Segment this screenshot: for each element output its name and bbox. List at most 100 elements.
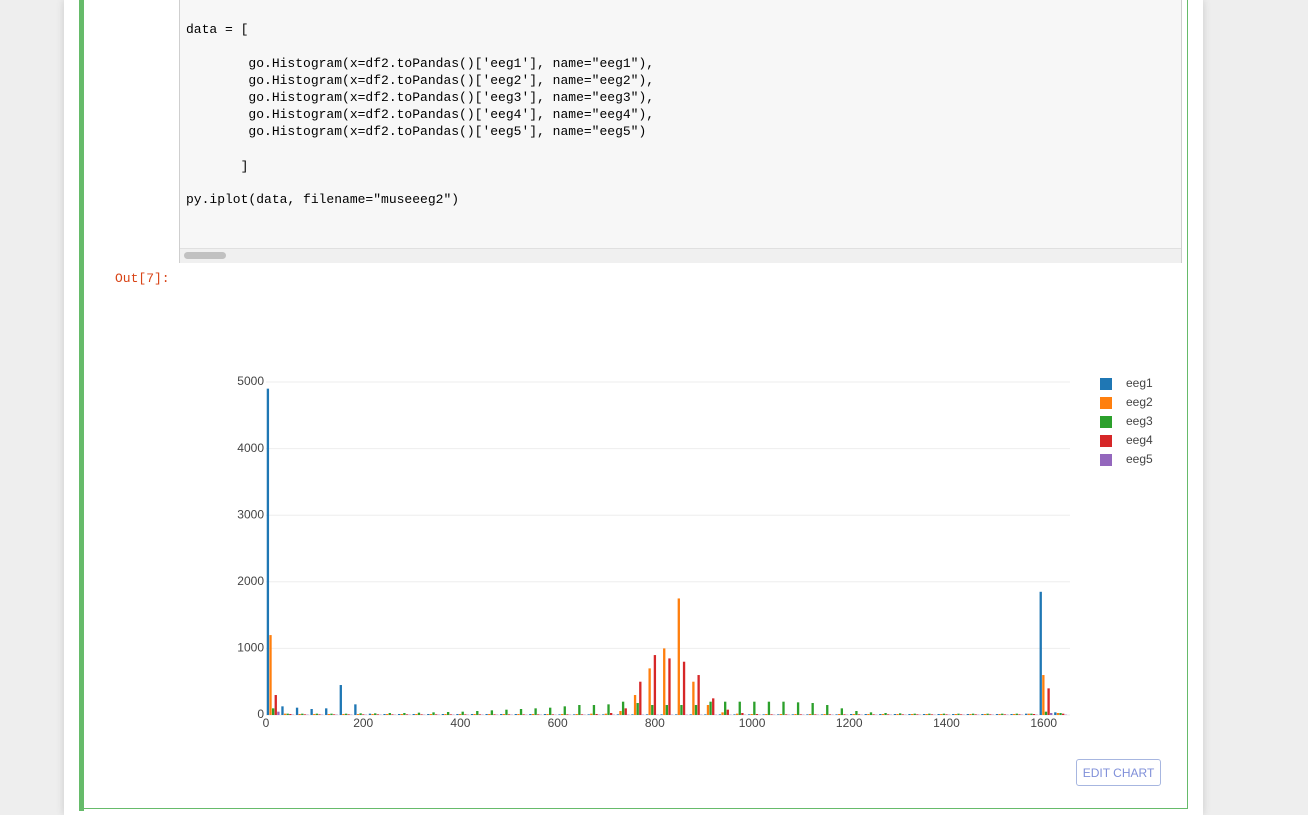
bar bbox=[1001, 713, 1004, 715]
bar bbox=[916, 714, 919, 715]
bar bbox=[857, 714, 861, 715]
bar bbox=[456, 714, 459, 715]
bar bbox=[957, 713, 960, 715]
bar bbox=[884, 713, 887, 715]
legend-swatch bbox=[1100, 435, 1112, 447]
bar bbox=[301, 713, 304, 715]
bar bbox=[1018, 714, 1021, 715]
bar bbox=[998, 714, 1001, 715]
bar bbox=[1024, 713, 1028, 715]
code-line: go.Histogram(x=df2.toPandas()['eeg2'], n… bbox=[186, 73, 655, 88]
code-editor[interactable] bbox=[179, 0, 1182, 263]
bar bbox=[689, 714, 692, 715]
bar bbox=[330, 713, 333, 715]
bar bbox=[651, 705, 654, 715]
bar bbox=[954, 714, 958, 715]
bar bbox=[519, 709, 523, 715]
scrollbar-thumb[interactable] bbox=[184, 252, 226, 259]
bar bbox=[945, 714, 948, 715]
bar bbox=[633, 695, 637, 715]
bar bbox=[779, 714, 783, 715]
bar bbox=[777, 714, 780, 715]
bar bbox=[843, 714, 846, 715]
bar bbox=[318, 714, 321, 715]
bar bbox=[704, 714, 707, 715]
bar bbox=[546, 714, 549, 715]
bar bbox=[505, 709, 508, 715]
bar bbox=[879, 714, 882, 715]
bar bbox=[835, 714, 838, 715]
bar bbox=[458, 714, 462, 715]
bar bbox=[718, 714, 722, 715]
bar bbox=[901, 714, 904, 715]
bar bbox=[692, 681, 695, 715]
bar bbox=[767, 701, 771, 715]
bar bbox=[867, 714, 870, 715]
bar bbox=[502, 714, 505, 715]
bar bbox=[750, 714, 753, 715]
bar bbox=[514, 714, 517, 715]
bar bbox=[823, 714, 826, 715]
bar bbox=[850, 714, 853, 715]
bar bbox=[310, 709, 313, 715]
bar bbox=[560, 714, 564, 715]
bar bbox=[281, 706, 284, 715]
y-tick-label: 0 bbox=[257, 707, 264, 721]
bar bbox=[534, 708, 537, 715]
bar bbox=[981, 714, 984, 715]
bar bbox=[485, 714, 488, 715]
bar bbox=[566, 714, 569, 715]
bar bbox=[986, 713, 989, 715]
bar bbox=[289, 714, 292, 715]
edit-chart-button[interactable]: EDIT CHART bbox=[1076, 759, 1161, 786]
legend-swatch bbox=[1100, 378, 1112, 390]
bar bbox=[660, 714, 663, 715]
bar bbox=[325, 708, 328, 715]
bar bbox=[753, 701, 756, 715]
bar bbox=[371, 714, 374, 715]
bar bbox=[942, 713, 946, 715]
bar bbox=[473, 714, 476, 715]
bar bbox=[1047, 688, 1050, 715]
bar bbox=[738, 701, 741, 715]
bar bbox=[1056, 713, 1060, 715]
bar bbox=[572, 714, 576, 715]
bar bbox=[315, 713, 319, 715]
y-tick-label: 2000 bbox=[237, 574, 264, 588]
bar bbox=[770, 714, 773, 715]
code-line: go.Histogram(x=df2.toPandas()['eeg1'], n… bbox=[186, 56, 655, 71]
bar bbox=[765, 714, 768, 715]
bar bbox=[645, 714, 649, 715]
bar bbox=[478, 714, 482, 715]
bar bbox=[400, 714, 403, 715]
bar bbox=[621, 701, 625, 715]
bar bbox=[872, 714, 875, 715]
bar bbox=[397, 714, 401, 715]
bar bbox=[1054, 712, 1057, 715]
bar bbox=[274, 695, 277, 715]
bar bbox=[558, 714, 561, 715]
bar bbox=[726, 709, 729, 715]
bar bbox=[1050, 713, 1053, 715]
bar bbox=[887, 714, 890, 715]
code-line: go.Histogram(x=df2.toPandas()['eeg4'], n… bbox=[186, 107, 655, 122]
bar bbox=[616, 714, 620, 715]
bar bbox=[517, 714, 520, 715]
bar bbox=[791, 714, 794, 715]
bar bbox=[794, 714, 797, 715]
bar bbox=[327, 714, 331, 715]
bar bbox=[969, 714, 972, 715]
bar bbox=[653, 655, 657, 715]
bar bbox=[1059, 713, 1062, 715]
bar bbox=[332, 714, 336, 715]
bar bbox=[755, 714, 759, 715]
scrollbar[interactable] bbox=[180, 248, 1181, 263]
bar bbox=[549, 707, 552, 715]
bar bbox=[1032, 714, 1036, 715]
legend-label: eeg4 bbox=[1126, 433, 1153, 447]
cell-selection-bar bbox=[79, 0, 84, 811]
bar bbox=[490, 710, 494, 715]
bar bbox=[604, 713, 608, 715]
bar bbox=[806, 714, 809, 715]
